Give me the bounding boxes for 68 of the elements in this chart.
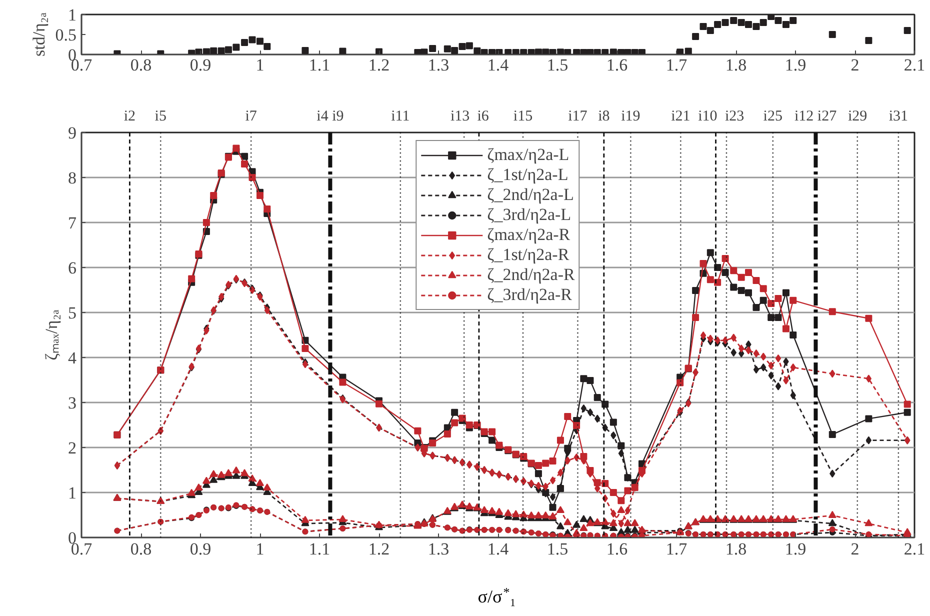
x-tick-label: 1.8 [725, 56, 747, 74]
ref-line-label: i17 [568, 108, 588, 124]
x-axis-title: σ/σ*₁ [478, 584, 516, 606]
x-tick-label: 1.1 [308, 56, 330, 74]
ref-line-label: i13 [450, 108, 470, 124]
legend-label: ζ_1st/η2a-R [487, 245, 570, 265]
x-tick-label: 1.7 [666, 56, 688, 74]
x-tick-label: 1.4 [487, 56, 510, 74]
ref-line-label: i11 [391, 108, 410, 124]
y-tick-label: 1 [68, 6, 76, 24]
ref-line-label: i15 [513, 108, 533, 124]
legend-label: ζ_3rd/η2a-R [487, 285, 572, 305]
ref-line-label: i10 [698, 108, 718, 124]
x-tick-label: 1.6 [606, 540, 628, 558]
x-tick-label: 1.3 [428, 56, 450, 74]
ref-line-label: i23 [724, 108, 744, 124]
ref-line-label: i21 [671, 108, 690, 124]
y-tick-label: 9 [68, 124, 76, 142]
x-tick-label: 0.9 [190, 540, 212, 558]
ref-line-label: i25 [763, 108, 782, 124]
y-tick-label: 6 [68, 258, 76, 278]
y-tick-label: 8 [68, 168, 76, 188]
y-tick-label: 3 [68, 394, 76, 412]
x-tick-label: 1.3 [428, 540, 450, 558]
x-tick-label: 1.9 [784, 540, 806, 558]
ref-line-label: i8 [598, 108, 610, 124]
x-tick-label: 0.8 [130, 56, 152, 74]
y-tick-label: 7 [68, 214, 77, 232]
x-tick-label: 0.9 [190, 56, 212, 74]
y-tick-label: 0.5 [55, 26, 76, 44]
y-tick-label: 1 [68, 484, 76, 502]
x-tick-label: 1.9 [784, 56, 806, 74]
ref-line-label: i29 [848, 108, 868, 124]
x-tick-label: 2.1 [904, 540, 926, 558]
x-tick-label: 1.5 [546, 56, 568, 74]
x-tick-label: 1.1 [308, 540, 330, 558]
ref-line-label: i2 [124, 108, 136, 124]
legend-label: ζ_2nd/η2a-L [487, 185, 574, 205]
x-tick-label: 1 [256, 56, 264, 74]
legend-label: ζ_1st/η2a-L [487, 165, 568, 185]
ref-line-label: i7 [245, 108, 258, 124]
x-tick-label: 2 [850, 56, 860, 74]
y-axis-title: ζₘₐₓ/η₂ₐ [42, 309, 61, 360]
y-tick-label: 5 [68, 304, 76, 322]
legend-label: ζ_2nd/η2a-R [487, 265, 575, 285]
legend-label: ζ_3rd/η2a-L [487, 205, 572, 225]
x-tick-label: 1.2 [368, 540, 390, 558]
x-tick-label: 1.5 [546, 540, 568, 558]
x-tick-label: 1.8 [725, 540, 747, 558]
x-tick-label: 0.8 [130, 540, 152, 558]
ref-line-label: i4 i9 [316, 108, 344, 124]
y-tick-label: 4 [68, 348, 77, 368]
x-tick-label: 1.7 [666, 540, 688, 558]
ref-line-label: i12 i27 [794, 108, 838, 124]
y-tick-label: 2 [68, 438, 76, 458]
ref-line-label: i31 [888, 108, 908, 124]
legend-label: ζmax/η2a-R [487, 225, 570, 245]
x-tick-label: 1.2 [368, 56, 390, 74]
legend-label: ζmax/η2a-L [487, 145, 570, 165]
x-tick-label: 1 [256, 540, 264, 558]
x-tick-label: 2.1 [904, 56, 926, 74]
ref-line-label: i6 [477, 108, 490, 124]
x-tick-label: 1.4 [487, 540, 510, 558]
ref-line-label: i19 [621, 108, 640, 124]
x-tick-label: 1.6 [606, 56, 628, 74]
ref-line-label: i5 [154, 108, 166, 124]
x-tick-label: 2 [850, 540, 860, 558]
y-axis-title: std/η₂ₐ [29, 12, 48, 57]
